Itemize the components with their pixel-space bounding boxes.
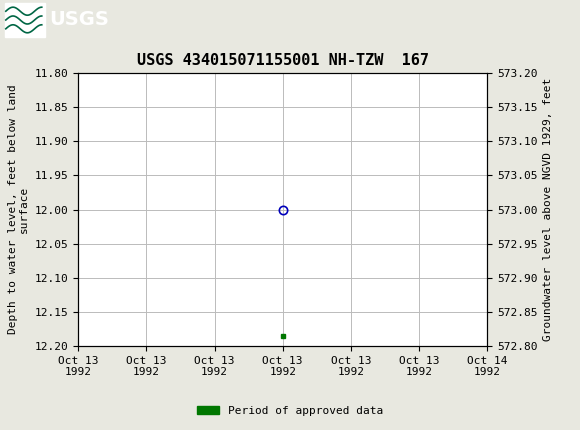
Y-axis label: Groundwater level above NGVD 1929, feet: Groundwater level above NGVD 1929, feet [543,78,553,341]
Bar [5,3,45,37]
Legend: Period of approved data: Period of approved data [193,401,387,420]
Y-axis label: Depth to water level, feet below land
surface: Depth to water level, feet below land su… [8,85,29,335]
Text: USGS: USGS [49,10,109,30]
Title: USGS 434015071155001 NH-TZW  167: USGS 434015071155001 NH-TZW 167 [137,53,429,68]
